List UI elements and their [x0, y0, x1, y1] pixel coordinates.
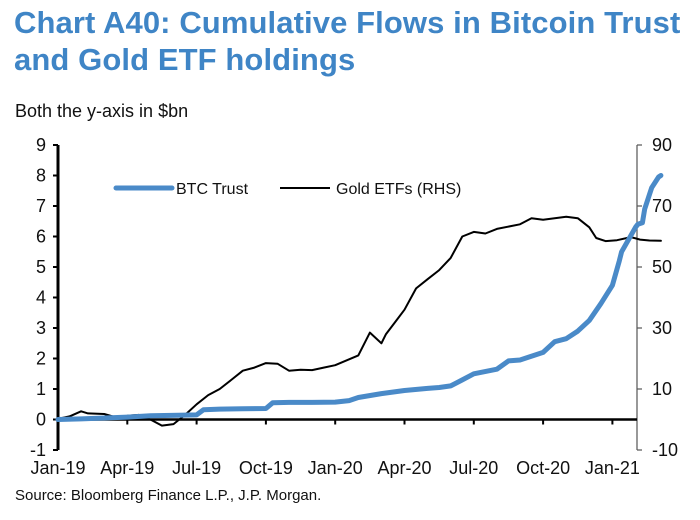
series-line-gold-etfs-rhs [57, 215, 662, 427]
left-axis-tick-label: 8 [36, 166, 46, 186]
right-axis-tick-label: 50 [652, 257, 672, 277]
series-line-btc-trust [55, 173, 664, 422]
right-axis-tick-label: 10 [652, 379, 672, 399]
left-axis-tick-label: 3 [36, 318, 46, 338]
left-axis-tick-label: 2 [36, 349, 46, 369]
legend-label-btc-trust: BTC Trust [176, 181, 249, 198]
series-layer [55, 173, 664, 427]
x-axis-tick-label: Oct-20 [516, 458, 570, 478]
left-axis-tick-label: -1 [30, 440, 46, 460]
right-axis-tick-label: 30 [652, 318, 672, 338]
legend-label-gold-etfs: Gold ETFs (RHS) [336, 181, 461, 198]
left-axis-tick-label: 6 [36, 227, 46, 247]
legend: BTC Trust Gold ETFs (RHS) [113, 181, 461, 198]
x-axis-tick-label: Jul-20 [449, 458, 498, 478]
x-axis-tick-label: Apr-19 [100, 458, 154, 478]
right-axis-tick-label: 90 [652, 135, 672, 155]
x-axis-tick-label: Apr-20 [377, 458, 431, 478]
left-axis-tick-label: 0 [36, 410, 46, 430]
left-axis-tick-label: 5 [36, 257, 46, 277]
left-axis-tick-label: 4 [36, 288, 46, 308]
left-axis-tick-label: 7 [36, 196, 46, 216]
x-axis-tick-label: Jan-19 [30, 458, 85, 478]
left-axis-tick-label: 9 [36, 135, 46, 155]
right-axis-tick-label: 70 [652, 196, 672, 216]
chart-source: Source: Bloomberg Finance L.P., J.P. Mor… [15, 487, 322, 504]
chart-title: Chart A40: Cumulative Flows in Bitcoin T… [14, 5, 681, 77]
x-axis-tick-label: Jan-20 [308, 458, 363, 478]
left-axis-tick-label: 1 [36, 379, 46, 399]
x-axis-tick-label: Jul-19 [172, 458, 221, 478]
x-axis-tick-label: Oct-19 [239, 458, 293, 478]
chart-subtitle: Both the y-axis in $bn [15, 101, 189, 121]
x-axis-tick-label: Jan-21 [585, 458, 640, 478]
right-axis-tick-label: -10 [652, 440, 678, 460]
